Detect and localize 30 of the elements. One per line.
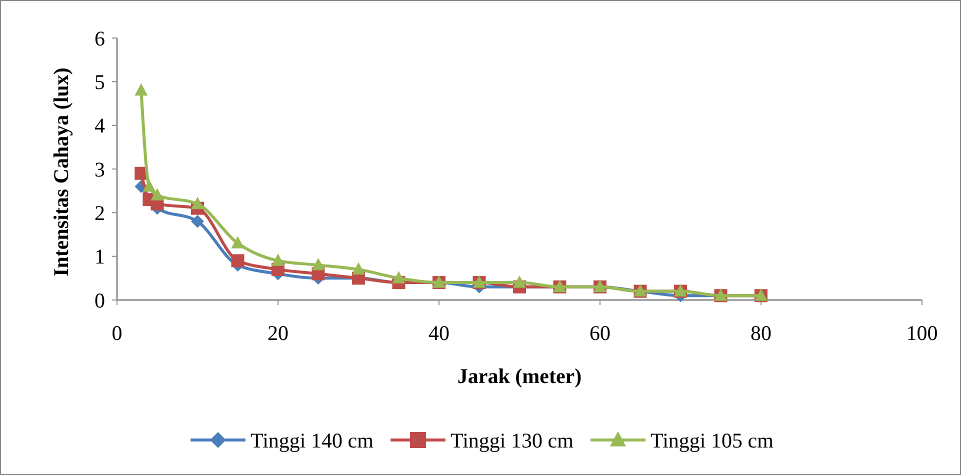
point xyxy=(150,188,164,200)
point xyxy=(392,271,406,284)
x-tick-label: 0 xyxy=(112,321,122,345)
x-tick-label: 20 xyxy=(268,321,288,345)
y-tick-label: 0 xyxy=(94,288,105,312)
point xyxy=(231,236,244,248)
x-tick-label: 100 xyxy=(906,321,938,345)
point xyxy=(272,254,284,266)
point xyxy=(134,83,148,96)
y-tick-label: 2 xyxy=(94,201,105,226)
point xyxy=(352,262,365,275)
y-tick-label: 6 xyxy=(94,26,105,50)
y-tick-label: 4 xyxy=(94,114,106,138)
x-tick-label: 40 xyxy=(428,321,450,345)
point xyxy=(191,214,204,228)
point xyxy=(231,254,244,268)
y-tick-label: 5 xyxy=(94,70,105,94)
y-tick-label: 3 xyxy=(94,157,105,182)
legend-label: Tinggi 130 cm xyxy=(450,428,574,452)
x-tick-label: 60 xyxy=(590,321,610,345)
point xyxy=(191,196,204,210)
point xyxy=(142,179,156,192)
x-axis-title: Jarak (meter) xyxy=(457,364,582,388)
legend-label: Tinggi 140 cm xyxy=(250,428,374,452)
y-axis-title: Intensitas Cahaya (lux) xyxy=(49,68,73,276)
x-tick-label: 80 xyxy=(750,321,772,345)
legend-label: Tinggi 105 cm xyxy=(650,428,774,452)
y-tick-label: 1 xyxy=(94,244,105,269)
point xyxy=(312,258,325,270)
point xyxy=(513,275,526,288)
